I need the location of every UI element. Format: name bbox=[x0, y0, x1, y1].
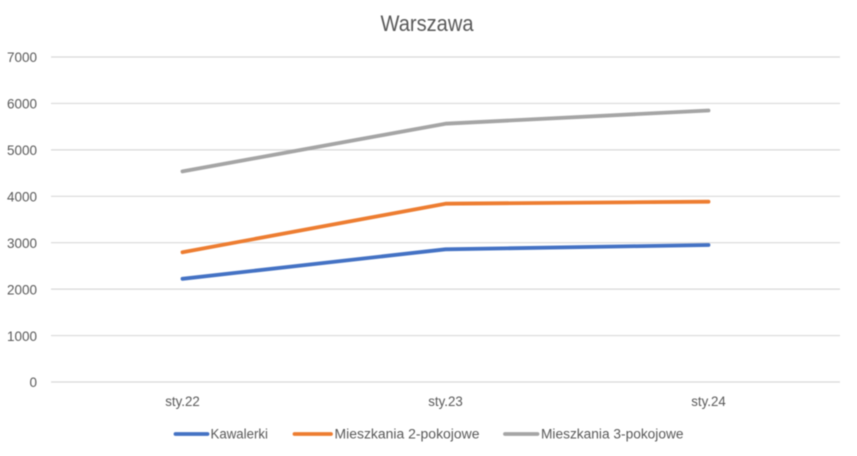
svg-text:0: 0 bbox=[29, 375, 37, 390]
svg-text:6000: 6000 bbox=[7, 97, 37, 112]
svg-text:sty.24: sty.24 bbox=[691, 394, 726, 409]
svg-text:3000: 3000 bbox=[7, 236, 37, 251]
svg-text:Mieszkania 2-pokojowe: Mieszkania 2-pokojowe bbox=[335, 427, 480, 442]
svg-text:1000: 1000 bbox=[7, 329, 37, 344]
svg-text:7000: 7000 bbox=[7, 50, 37, 65]
svg-text:5000: 5000 bbox=[7, 143, 37, 158]
svg-text:sty.23: sty.23 bbox=[428, 394, 463, 409]
svg-text:Warszawa: Warszawa bbox=[381, 11, 475, 36]
svg-text:Mieszkania 3-pokojowe: Mieszkania 3-pokojowe bbox=[541, 427, 684, 442]
svg-text:Kawalerki: Kawalerki bbox=[211, 427, 269, 442]
svg-text:4000: 4000 bbox=[7, 190, 37, 205]
svg-text:sty.22: sty.22 bbox=[165, 394, 200, 409]
svg-text:2000: 2000 bbox=[7, 282, 37, 297]
